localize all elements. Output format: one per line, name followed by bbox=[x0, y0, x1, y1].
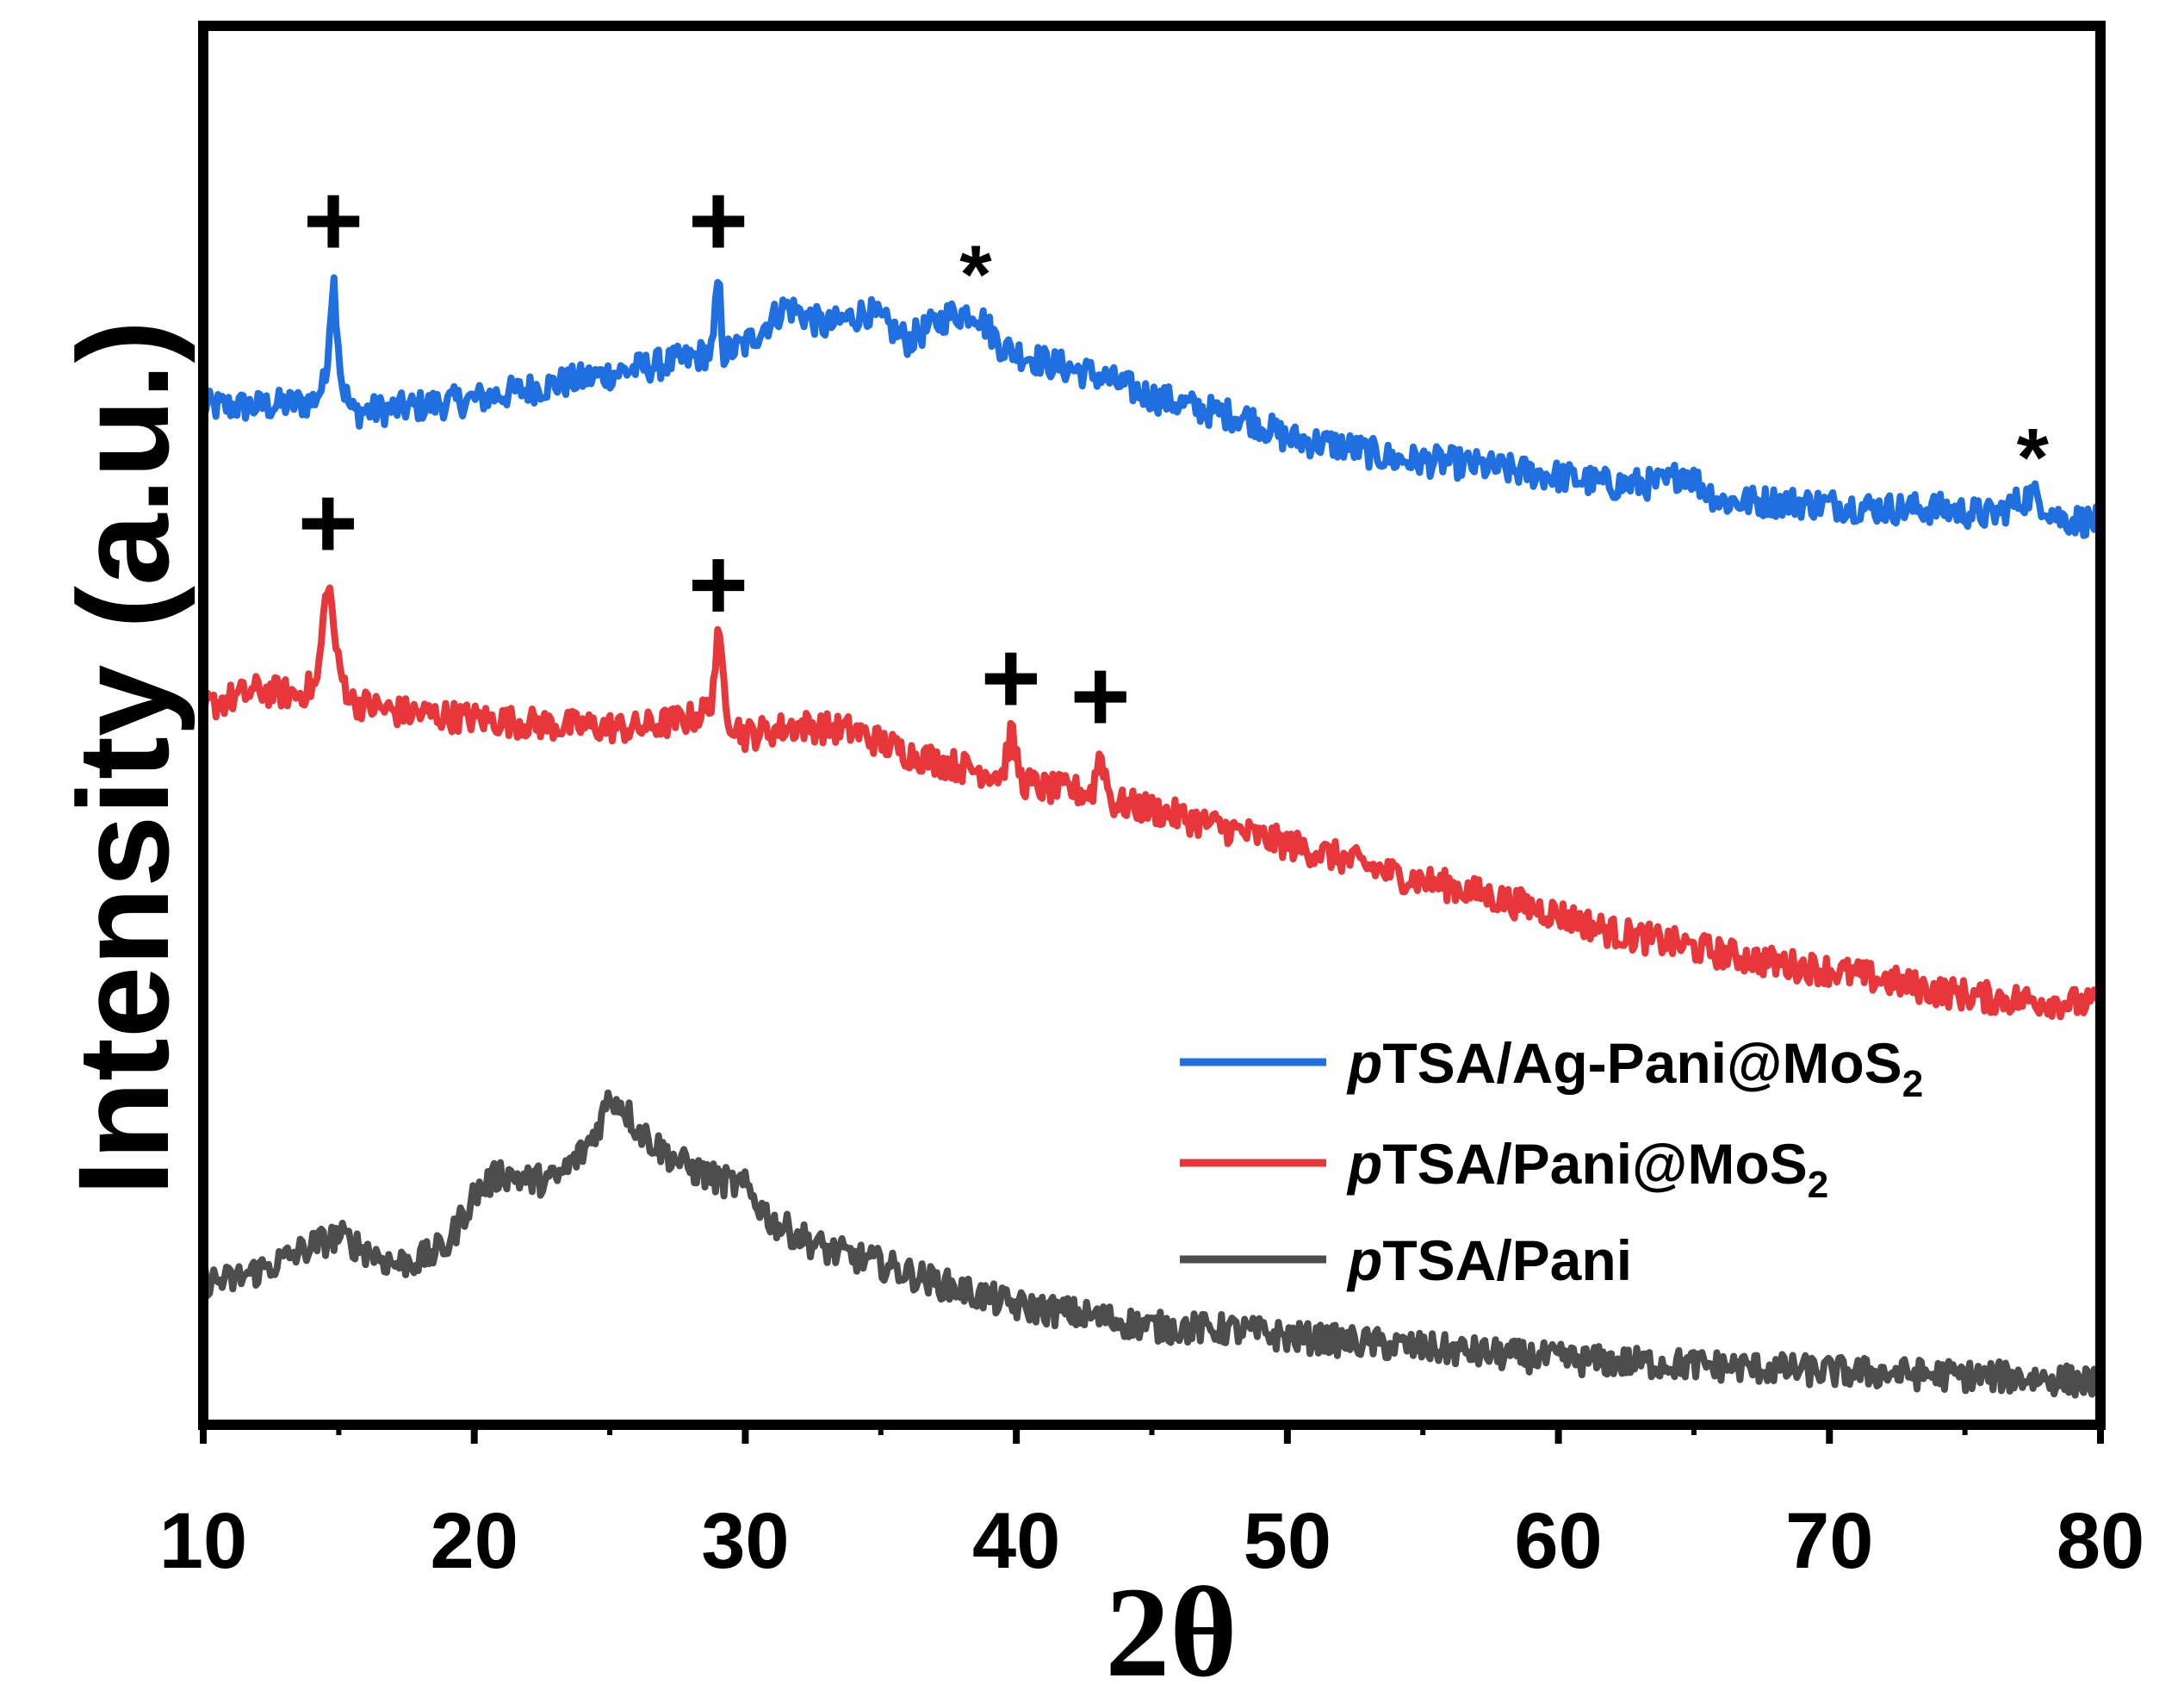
legend-label-2: pTSA/Pani bbox=[1346, 1228, 1632, 1292]
series-line-2 bbox=[201, 1089, 2103, 1399]
legend: pTSA/Ag-Pani@MoS2 pTSA/Pani@MoS2 pTSA/Pani bbox=[1180, 1031, 1923, 1292]
x-tick-label-50: 50 bbox=[1244, 1497, 1331, 1585]
peak-marker-5: + bbox=[688, 526, 748, 642]
y-axis-label: Intensity (a.u.) bbox=[51, 320, 195, 1196]
x-tick-label-10: 10 bbox=[159, 1497, 247, 1585]
peak-marker-7: + bbox=[1070, 638, 1131, 754]
x-tick-label-70: 70 bbox=[1785, 1497, 1873, 1585]
peak-marker-3: * bbox=[2017, 412, 2050, 504]
peak-marker-2: * bbox=[959, 228, 992, 320]
x-axis-ticks: 10 20 30 40 50 60 70 80 bbox=[159, 1425, 2144, 1585]
x-tick-label-40: 40 bbox=[972, 1497, 1060, 1585]
series-line-1 bbox=[200, 584, 2104, 1021]
annotation-layer: + + **+++ + bbox=[298, 163, 2050, 754]
peak-marker-1: + bbox=[688, 163, 748, 278]
legend-label-1: pTSA/Pani@MoS2 bbox=[1346, 1132, 1828, 1206]
x-tick-label-60: 60 bbox=[1514, 1497, 1602, 1585]
x-axis-label: 2θ bbox=[1105, 1561, 1237, 1703]
peak-marker-4: + bbox=[298, 465, 358, 581]
series-layer bbox=[200, 274, 2104, 1399]
legend-label-0: pTSA/Ag-Pani@MoS2 bbox=[1346, 1031, 1923, 1105]
peak-marker-6: + bbox=[981, 620, 1041, 736]
peak-marker-0: + bbox=[303, 163, 363, 278]
x-tick-label-30: 30 bbox=[701, 1497, 789, 1585]
x-tick-label-80: 80 bbox=[2057, 1497, 2144, 1585]
x-tick-label-20: 20 bbox=[431, 1497, 518, 1585]
series-line-0 bbox=[200, 274, 2104, 539]
